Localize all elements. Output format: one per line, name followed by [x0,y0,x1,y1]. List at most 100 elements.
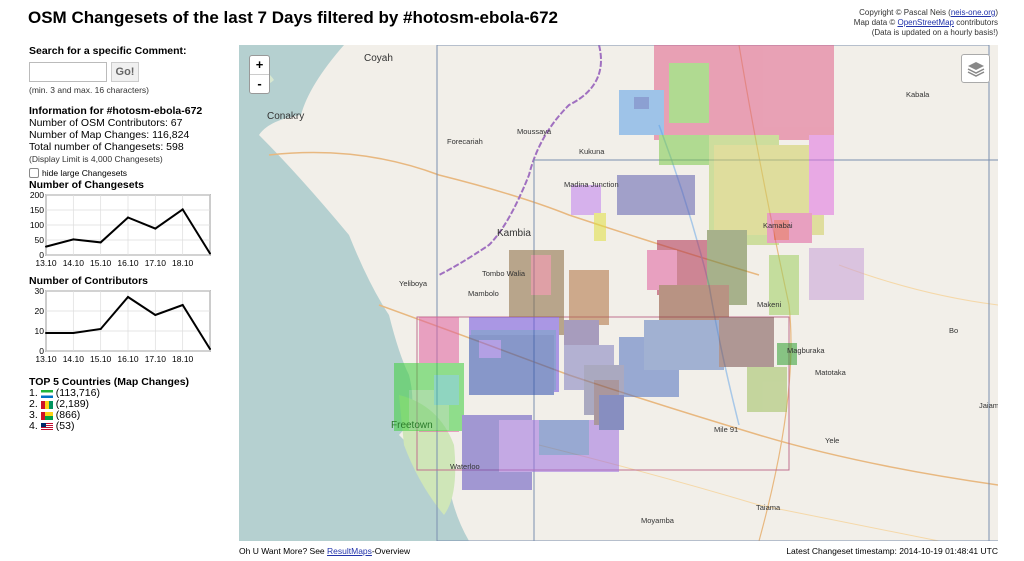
country-item: 1. (113,716) [29,388,234,399]
footer-left: Oh U Want More? See ResultMaps-Overview [239,546,410,556]
country-rank: 2. [29,398,38,410]
changeset-rect [809,248,864,300]
changesets-chart-title: Number of Changesets [29,179,144,191]
neis-one-link[interactable]: neis-one.org [950,8,996,17]
changeset-rect [669,63,709,123]
data-point [127,216,129,219]
map-data-prefix: Map data © [853,18,898,27]
resultmaps-link[interactable]: ResultMaps [327,546,372,556]
y-tick-label: 150 [30,205,44,215]
changeset-rect [564,320,599,345]
changeset-rect [767,213,812,243]
x-tick-label: 16.10 [117,354,139,364]
display-limit-note: (Display Limit is 4,000 Changesets) [29,154,163,164]
data-point [181,304,184,306]
footer-prefix: Oh U Want More? See [239,546,328,556]
page-title: OSM Changesets of the last 7 Days filter… [28,8,558,27]
changeset-rect [747,367,787,412]
hide-large-changesets-toggle[interactable]: hide large Changesets [29,167,234,179]
country-rank: 1. [29,387,38,399]
changeset-map[interactable]: Coyah Conakry Moussaya Forecariah Kukuna Madi… [239,45,998,541]
x-tick-label: 18.10 [172,258,194,268]
country-border [438,45,602,276]
sierra-leone-flag-icon [40,389,53,398]
y-tick-label: 100 [30,220,44,230]
comment-search-input[interactable] [29,62,107,82]
search-heading: Search for a specific Comment: [29,45,187,57]
zoom-out-button[interactable]: - [257,76,262,91]
hide-large-checkbox[interactable] [29,168,39,178]
changeset-rect [479,340,501,358]
y-tick-label: 50 [35,235,45,245]
changeset-rect [719,317,774,367]
data-point [181,208,184,211]
data-point [45,332,47,334]
changesets-chart: 0 50 100 150 200 13.10 14.10 15.10 16.10 17.10 18.… [30,191,211,268]
data-point [45,245,47,248]
contributors-chart-title: Number of Contributors [29,275,148,287]
copyright-prefix: Copyright © Pascal Neis ( [859,8,951,17]
guinea-flag-icon [40,400,53,409]
data-point [72,332,75,334]
copyright-info: Copyright © Pascal Neis (neis-one.org) M… [854,8,998,38]
guinea-bissau-flag-icon [40,411,53,420]
latest-changeset-timestamp: Latest Changeset timestamp: 2014-10-19 0… [786,546,998,556]
changeset-rect [809,135,834,215]
changeset-rect [531,255,551,295]
x-tick-label: 13.10 [35,354,57,364]
footer-suffix: -Overview [371,546,411,556]
x-tick-label: 16.10 [117,258,139,268]
country-item: 4. (53) [29,421,234,432]
y-tick-label: 10 [35,326,45,336]
data-point [99,241,102,244]
x-tick-label: 15.10 [90,354,112,364]
zoom-in-button[interactable]: + [250,56,269,75]
y-tick-label: 200 [30,191,44,200]
changeset-rect [777,343,797,365]
x-tick-label: 14.10 [63,258,85,268]
liberia-flag-icon [40,422,53,431]
changeset-rect [569,270,609,325]
changeset-bbox [436,45,990,541]
update-note: (Data is updated on a hourly basis!) [871,28,998,37]
country-rank: 4. [29,420,38,432]
map-data-suffix: contributors [953,18,998,27]
x-tick-label: 18.10 [172,354,194,364]
openstreetmap-link[interactable]: OpenStreetMap [897,18,954,27]
x-tick-label: 13.10 [35,258,57,268]
layers-button[interactable] [961,54,990,83]
data-point [127,296,129,298]
search-row: Go! [29,62,234,82]
changeset-rects [394,45,864,490]
changeset-rect [774,220,789,240]
y-tick-label: 30 [35,287,45,296]
contributors-chart: 0 10 20 30 13.10 14.10 15.10 16.10 17.10 18.10 [35,287,211,364]
data-point [209,252,211,255]
contributors-count: Number of OSM Contributors: 67 [29,117,183,129]
map-changes-count: Number of Map Changes: 116,824 [29,129,190,141]
layers-icon [967,61,984,77]
go-button[interactable]: Go! [111,62,139,82]
x-tick-label: 17.10 [145,354,167,364]
changeset-rect [644,320,724,370]
changeset-rect [634,97,649,109]
hide-large-label: hide large Changesets [42,168,128,178]
data-point [99,328,102,330]
country-item: 2. (2,189) [29,399,234,410]
changeset-rect [434,375,459,405]
y-tick-label: 0 [39,346,44,356]
y-tick-label: 0 [39,250,44,260]
top5-heading: TOP 5 Countries (Map Changes) [29,376,190,388]
changeset-rect [594,213,606,241]
changeset-rect [617,175,695,215]
map-canvas[interactable] [239,45,998,541]
country-value: (113,716) [55,387,100,399]
info-heading: Information for #hotosm-ebola-672 [29,105,203,117]
ocean-area [239,45,469,541]
search-hint: (min. 3 and max. 16 characters) [29,85,149,95]
y-tick-label: 20 [35,306,45,316]
sidebar: Search for a specific Comment: Go! (min.… [29,45,234,432]
changeset-rect [659,285,729,325]
info-section: Information for #hotosm-ebola-672 Number… [29,105,234,179]
x-tick-label: 17.10 [145,258,167,268]
